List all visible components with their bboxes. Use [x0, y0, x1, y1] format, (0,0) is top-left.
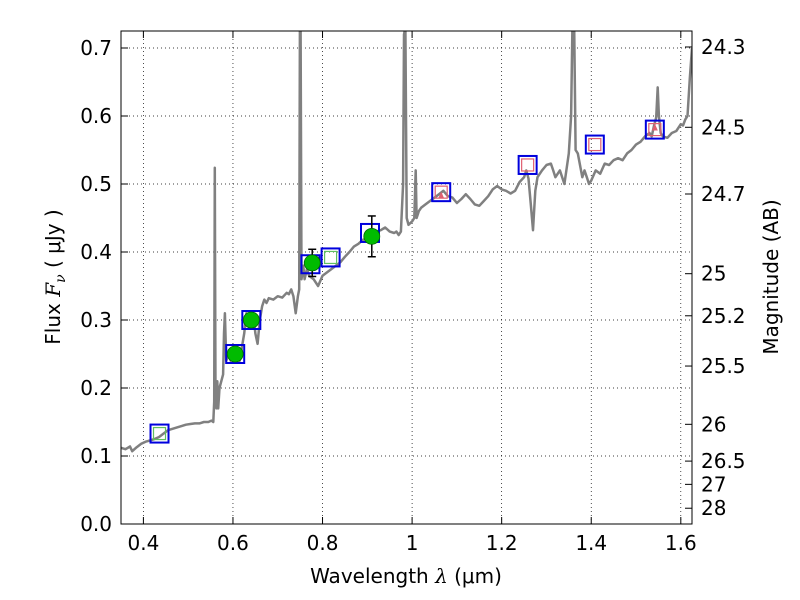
model-photometry-box — [517, 154, 538, 175]
x-tick-label: 1.4 — [575, 531, 607, 555]
y-tick-label: 0.5 — [80, 172, 112, 196]
model-photometry-box — [225, 344, 246, 364]
right-axis-title: Magnitude (AB) — [759, 199, 783, 354]
y-tick-label: 0.7 — [80, 36, 112, 60]
y-axis-title-suffix: ( μJy ) — [41, 209, 65, 274]
upper-limit-marker — [651, 123, 658, 131]
x-tick-label: 1.6 — [665, 531, 697, 555]
model-photometry-box — [241, 310, 262, 330]
model-spectrum-line — [121, 31, 692, 453]
observed-point — [226, 345, 244, 363]
mag-tick-label: 26.5 — [701, 449, 746, 473]
observed-point — [303, 254, 321, 272]
upper-limit-marker — [438, 191, 445, 199]
x-axis-title: Wavelength λ (μm) — [310, 564, 502, 588]
y-axis-title: Flux Fν ( μJy ) — [41, 209, 69, 344]
model-photometry-box — [320, 247, 341, 268]
mag-tick-label: 28 — [701, 496, 726, 520]
y-tick-label: 0.0 — [80, 512, 112, 536]
model-box-inner-green — [323, 250, 338, 265]
model-box-inner-red — [588, 137, 602, 152]
mag-tick-label: 24.7 — [701, 182, 746, 206]
y-axis-title-prefix: Flux — [41, 297, 65, 345]
plot-frame — [120, 30, 693, 525]
mag-tick-label: 24.5 — [701, 115, 746, 139]
x-axis-title-symbol: λ — [434, 564, 448, 588]
y-tick-label: 0.3 — [80, 308, 112, 332]
mag-tick-label: 25.5 — [701, 354, 746, 378]
y-tick-label: 0.2 — [80, 376, 112, 400]
model-box-inner-green — [152, 426, 167, 441]
y-tick-label: 0.6 — [80, 104, 112, 128]
tick-labels: 0.4 0.6 0.8 1 1.2 1.4 1.6 0.0 0.1 0.2 0.3 0.4 0.5 0.6… — [80, 35, 745, 555]
x-tick-label: 0.6 — [217, 531, 249, 555]
tick-marks — [121, 31, 692, 525]
model-photometry-box — [431, 182, 452, 203]
y-axis-title-subscript: ν — [53, 274, 69, 283]
model-photometry-box — [149, 423, 170, 444]
mag-tick-label: 24.3 — [701, 35, 746, 59]
model-photometry-box — [644, 119, 665, 140]
y-axis-title-symbol: F — [41, 282, 65, 298]
x-tick-label: 1 — [406, 531, 419, 555]
mag-tick-label: 26 — [701, 412, 726, 436]
mag-tick-label: 27 — [701, 472, 726, 496]
x-tick-label: 0.4 — [127, 531, 159, 555]
model-box-inner-red — [521, 158, 535, 172]
model-photometry-box — [584, 134, 605, 155]
observed-point — [242, 311, 260, 329]
x-tick-label: 0.8 — [307, 531, 339, 555]
y-tick-label: 0.1 — [80, 444, 112, 468]
x-tick-label: 1.2 — [486, 531, 518, 555]
series-layer — [121, 31, 692, 453]
y-tick-label: 0.4 — [80, 240, 112, 264]
observed-point — [363, 227, 381, 245]
mag-tick-label: 25.2 — [701, 304, 746, 328]
mag-tick-label: 25 — [701, 262, 726, 286]
x-axis-title-suffix: (μm) — [448, 564, 502, 588]
x-axis-title-prefix: Wavelength — [310, 564, 435, 588]
